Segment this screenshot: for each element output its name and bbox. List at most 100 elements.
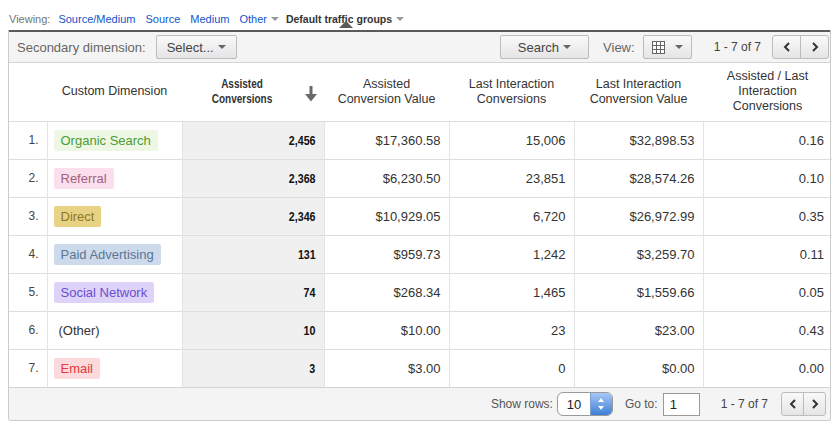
dimension-pill: Email [54,358,101,379]
row-number: 7. [9,349,47,387]
ratio-cell: 0.35 [703,197,832,235]
chevron-right-icon [811,42,819,52]
dimension-cell: Email [47,349,182,387]
dimension-pill: Referral [54,168,114,189]
table-row: 3.Direct2,346$10,929.056,720$26,972.990.… [9,197,832,235]
column-header-assisted-last-ratio[interactable]: Assisted / Last Interaction Conversions [703,63,832,121]
dimension-cell: Social Network [47,273,182,311]
table-row: 7.Email3$3.000$0.000.00 [9,349,832,387]
ratio-cell: 0.16 [703,121,832,159]
assisted-conversions-cell: 74 [182,273,324,311]
arrow-up-icon [598,398,604,402]
view-link-other[interactable]: Other [239,13,279,25]
assisted-conversions-cell: 2,456 [182,121,324,159]
dimension-pill: Organic Search [54,130,158,151]
data-table: Custom Dimension Assisted Conversions As… [9,63,832,387]
grid-icon [652,41,665,54]
column-header-last-interaction-conversion-value[interactable]: Last Interaction Conversion Value [574,63,703,121]
ratio-cell: 0.00 [703,349,832,387]
dimension-pill: Social Network [54,282,155,303]
dimension-pill: (Other) [54,320,100,341]
chevron-down-icon [271,17,279,21]
dimension-cell: Paid Advertising [47,235,182,273]
column-header-custom-dimension[interactable]: Custom Dimension [47,63,182,121]
ratio-cell: 0.10 [703,159,832,197]
search-button[interactable]: Search [500,35,589,59]
assisted-conversions-value: 3 [310,361,316,376]
secondary-dimension-label: Secondary dimension: [17,40,146,55]
dimension-cell: Organic Search [47,121,182,159]
show-rows-value: 10 [558,393,590,415]
last-interaction-conversions-cell: 6,720 [449,197,574,235]
view-link-medium[interactable]: Medium [190,13,229,25]
table-row: 4. Paid Advertising 131 $959.731,242$3,259.… [9,235,832,273]
tab-pointer-notch [339,21,353,28]
prev-page-button[interactable] [772,35,801,59]
dimension-pill: Direct [54,206,102,227]
assisted-conversions-label: Assisted Conversions [197,77,287,107]
assisted-conversions-cell: 131 [182,235,324,273]
chevron-down-icon [396,17,404,21]
row-number: 4. [9,235,47,273]
table-view-button[interactable] [643,35,692,59]
last-interaction-conversions-cell: 1,465 [449,273,574,311]
footer-bar: Show rows: 10 Go to: 1 - 7 of 7 [9,387,830,420]
column-header-assisted-conversions[interactable]: Assisted Conversions [182,63,324,121]
show-rows-stepper[interactable]: 10 [557,392,613,416]
viewing-label: Viewing: [9,13,50,25]
ratio-cell: 0.43 [703,311,832,349]
view-link-source-medium[interactable]: Source/Medium [58,13,135,25]
pager [772,35,829,59]
chevron-down-icon [563,45,571,49]
stepper-arrows-icon[interactable] [590,393,612,415]
column-header-last-interaction-conversions[interactable]: Last Interaction Conversions [449,63,574,121]
last-interaction-conversion-value-cell: $23.00 [574,311,703,349]
view-link-source[interactable]: Source [145,13,180,25]
last-interaction-conversion-value-cell: $1,559.66 [574,273,703,311]
row-number: 2. [9,159,47,197]
goto-page-input[interactable] [663,393,700,416]
table-row: 6.(Other)10$10.0023$23.000.43 [9,311,832,349]
show-rows-label: Show rows: [491,397,553,411]
assisted-conversions-value: 131 [298,247,316,262]
view-label: View: [603,40,635,55]
dimension-cell: Direct [47,197,182,235]
assisted-conversion-value-cell: $3.00 [324,349,449,387]
last-interaction-conversion-value-cell: $32,898.53 [574,121,703,159]
dimension-pill: Paid Advertising [54,244,161,265]
assisted-conversions-value: 2,346 [289,209,316,224]
prev-page-button[interactable] [781,392,804,416]
select-button-label: Select... [167,40,214,55]
report-panel: Secondary dimension: Select... Search Vi… [8,30,831,421]
chevron-left-icon [783,42,791,52]
assisted-conversions-value: 2,368 [289,171,316,186]
arrow-down-icon [598,406,604,410]
row-number: 3. [9,197,47,235]
column-header-assisted-conversion-value[interactable]: Assisted Conversion Value [324,63,449,121]
chevron-down-icon [218,45,226,49]
assisted-conversions-value: 74 [304,285,316,300]
last-interaction-conversions-cell: 15,006 [449,121,574,159]
next-page-button[interactable] [800,35,829,59]
secondary-dimension-select-button[interactable]: Select... [156,35,237,59]
sort-descending-icon [304,86,318,106]
last-interaction-conversions-cell: 23,851 [449,159,574,197]
chevron-right-icon [811,399,819,409]
assisted-conversions-cell: 10 [182,311,324,349]
assisted-conversion-value-cell: $959.73 [324,235,449,273]
assisted-conversions-cell: 2,368 [182,159,324,197]
last-interaction-conversions-cell: 0 [449,349,574,387]
chevron-left-icon [789,399,797,409]
chevron-down-icon [675,45,683,49]
row-number: 6. [9,311,47,349]
next-page-button[interactable] [803,392,826,416]
other-label: Other [239,13,267,25]
assisted-conversion-value-cell: $17,360.58 [324,121,449,159]
last-interaction-conversion-value-cell: $3,259.70 [574,235,703,273]
toolbar: Secondary dimension: Select... Search Vi… [9,30,830,63]
footer-pagination-range: 1 - 7 of 7 [721,397,768,411]
last-interaction-conversions-cell: 1,242 [449,235,574,273]
viewing-bar: Viewing: Source/Medium Source Medium Oth… [9,0,831,30]
goto-label: Go to: [625,397,658,411]
last-interaction-conversions-cell: 23 [449,311,574,349]
